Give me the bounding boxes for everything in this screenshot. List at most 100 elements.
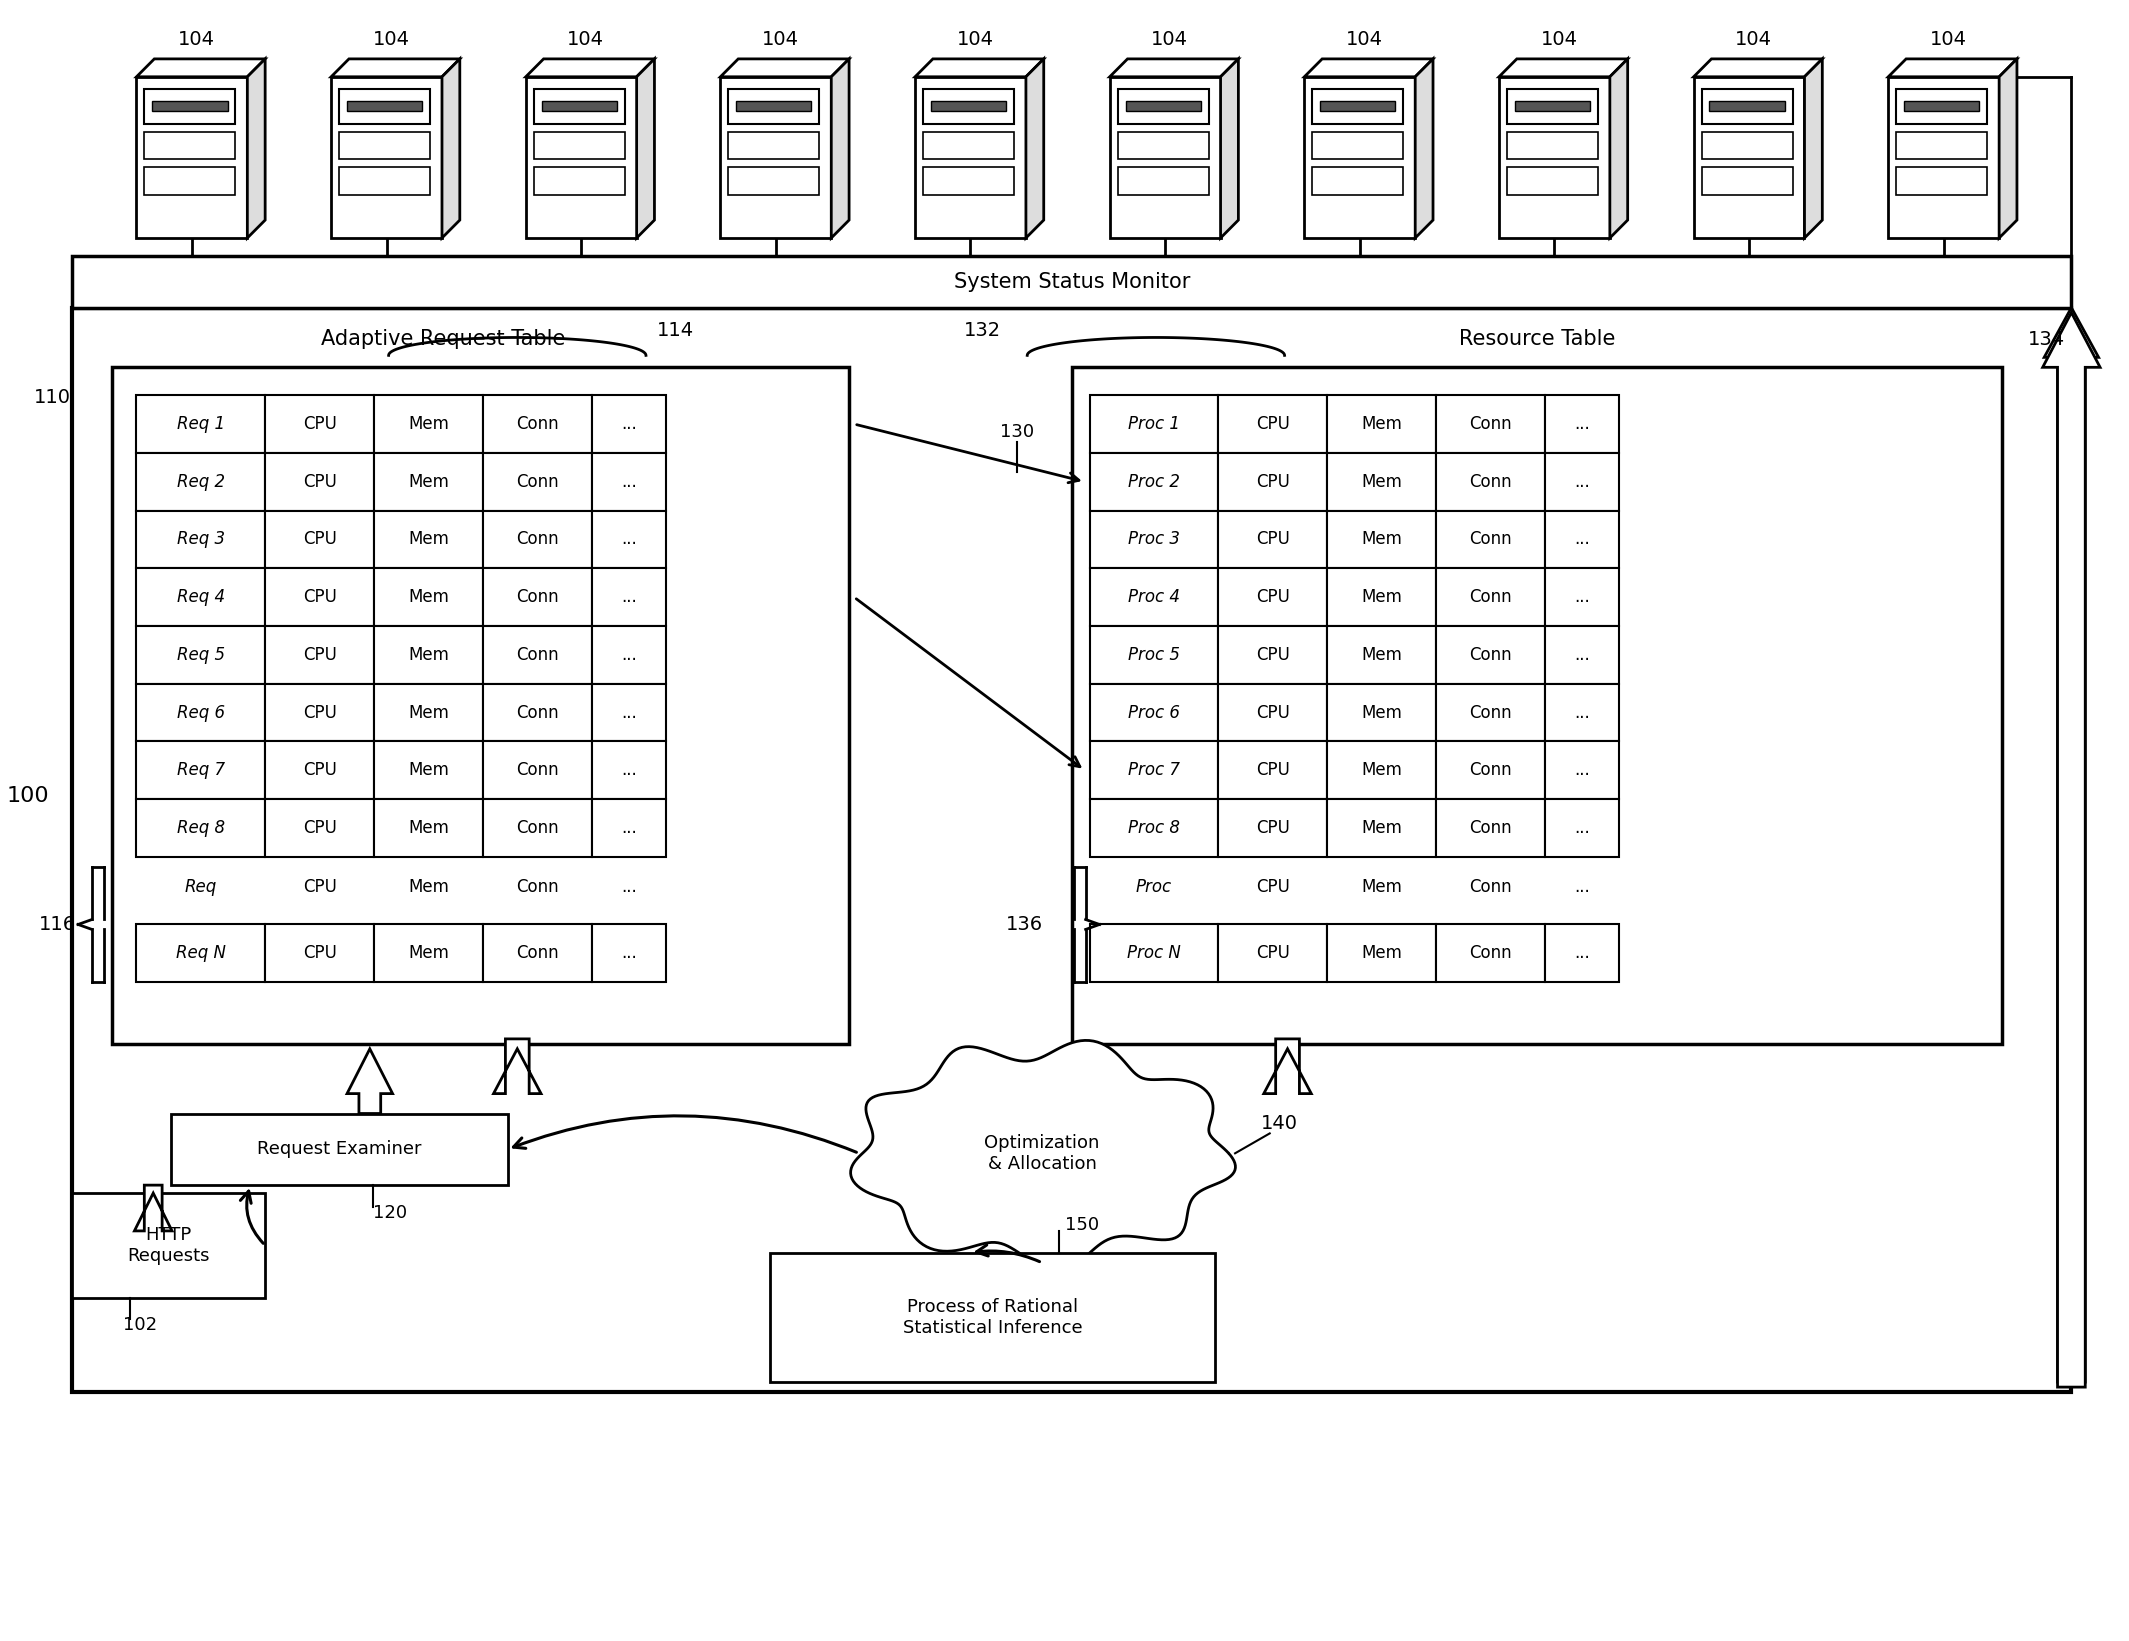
Bar (339, 131, 430, 159)
Text: ...: ... (622, 761, 637, 779)
Polygon shape (1610, 59, 1629, 238)
Text: CPU: CPU (302, 647, 336, 665)
Bar (483, 395, 592, 453)
Text: Resource Table: Resource Table (1458, 330, 1616, 350)
Bar (266, 742, 375, 799)
Text: Conn: Conn (515, 819, 558, 837)
Text: 104: 104 (762, 30, 798, 49)
Bar (1118, 131, 1209, 159)
Text: ...: ... (1573, 530, 1590, 548)
Bar (266, 568, 375, 625)
Bar (266, 799, 375, 857)
Text: CPU: CPU (1256, 587, 1290, 606)
Bar (541, 102, 617, 112)
Bar (1903, 102, 1980, 112)
Bar (1435, 742, 1546, 799)
Bar (339, 167, 430, 195)
Bar (1090, 924, 1218, 983)
Text: Conn: Conn (1469, 473, 1512, 491)
Bar (170, 1114, 507, 1185)
Text: Req 1: Req 1 (177, 415, 226, 433)
Text: ...: ... (1573, 761, 1590, 779)
Text: Conn: Conn (1469, 819, 1512, 837)
Text: ...: ... (1573, 647, 1590, 665)
Text: Conn: Conn (1469, 530, 1512, 548)
Text: ...: ... (1573, 944, 1590, 962)
Text: Proc N: Proc N (1126, 944, 1182, 962)
Bar (1071, 368, 2001, 1044)
Text: CPU: CPU (1256, 647, 1290, 665)
Bar (483, 453, 592, 510)
Bar (1090, 684, 1218, 742)
Polygon shape (1026, 59, 1043, 238)
Bar (930, 102, 1007, 112)
Bar (1546, 799, 1618, 857)
Text: Conn: Conn (1469, 587, 1512, 606)
Bar (534, 167, 624, 195)
Bar (1218, 568, 1326, 625)
Text: ...: ... (622, 647, 637, 665)
Text: 104: 104 (1929, 30, 1967, 49)
Text: Req 2: Req 2 (177, 473, 226, 491)
Bar (1546, 395, 1618, 453)
Bar (1320, 102, 1394, 112)
Text: Proc 1: Proc 1 (1128, 415, 1179, 433)
Bar (266, 684, 375, 742)
Text: CPU: CPU (302, 878, 336, 896)
Bar (483, 625, 592, 684)
Bar (1311, 167, 1403, 195)
Polygon shape (1416, 59, 1433, 238)
Polygon shape (915, 59, 1043, 77)
Text: 116: 116 (38, 916, 77, 934)
Bar (1090, 742, 1218, 799)
Bar (1326, 742, 1435, 799)
Text: ...: ... (1573, 473, 1590, 491)
Bar (136, 453, 266, 510)
Bar (483, 684, 592, 742)
Text: Proc 7: Proc 7 (1128, 761, 1179, 779)
Text: CPU: CPU (302, 819, 336, 837)
Text: Req 8: Req 8 (177, 819, 226, 837)
Text: Conn: Conn (515, 587, 558, 606)
Text: Req 3: Req 3 (177, 530, 226, 548)
Bar (1126, 102, 1201, 112)
Polygon shape (2044, 307, 2099, 1382)
Bar (1090, 395, 1218, 453)
Polygon shape (1265, 1039, 1311, 1093)
Polygon shape (1999, 59, 2016, 238)
Bar (375, 924, 483, 983)
Bar (1218, 453, 1326, 510)
Bar (483, 742, 592, 799)
Bar (266, 453, 375, 510)
Text: Mem: Mem (409, 944, 449, 962)
Bar (1090, 625, 1218, 684)
Bar (266, 395, 375, 453)
Bar (592, 568, 666, 625)
Text: Mem: Mem (1360, 415, 1403, 433)
Text: ...: ... (1573, 704, 1590, 722)
Bar (111, 368, 849, 1044)
Text: Proc 6: Proc 6 (1128, 704, 1179, 722)
Polygon shape (1220, 59, 1239, 238)
Bar (592, 742, 666, 799)
Bar (72, 1193, 266, 1298)
Bar (483, 924, 592, 983)
Bar (375, 742, 483, 799)
Text: 100: 100 (6, 786, 49, 806)
Polygon shape (1305, 59, 1433, 77)
Text: ...: ... (622, 944, 637, 962)
Text: 130: 130 (1001, 423, 1035, 441)
Text: ...: ... (1573, 819, 1590, 837)
Bar (375, 568, 483, 625)
Text: Mem: Mem (1360, 647, 1403, 665)
Bar (592, 799, 666, 857)
Text: Req 4: Req 4 (177, 587, 226, 606)
Text: Req 5: Req 5 (177, 647, 226, 665)
Bar (737, 102, 811, 112)
Bar (1507, 131, 1599, 159)
Bar (72, 256, 2072, 307)
Text: 120: 120 (373, 1204, 407, 1223)
Bar (728, 89, 820, 123)
Bar (1546, 625, 1618, 684)
Text: Mem: Mem (1360, 819, 1403, 837)
